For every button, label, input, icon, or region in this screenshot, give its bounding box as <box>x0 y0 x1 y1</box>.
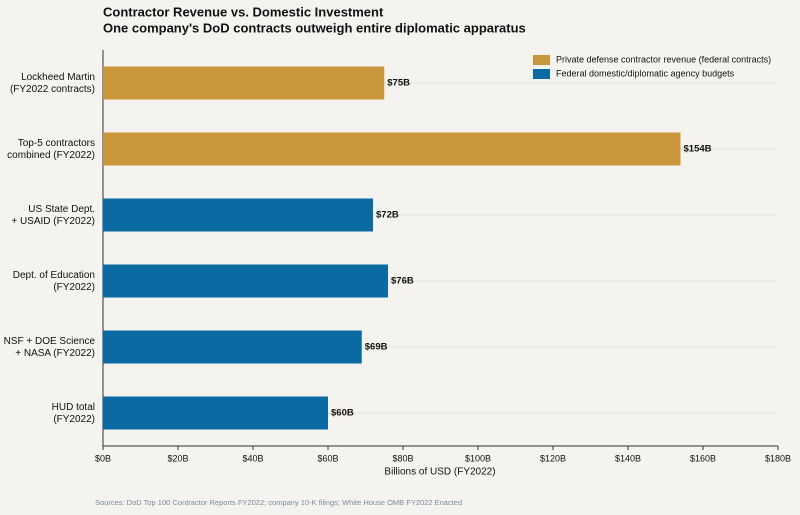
x-tick-label: $100B <box>465 453 491 463</box>
bar-value-label: $69B <box>365 342 388 353</box>
x-tick-label: $120B <box>540 453 566 463</box>
legend-label: Federal domestic/diplomatic agency budge… <box>556 68 735 78</box>
bar-value-label: $76B <box>391 276 414 287</box>
bar-value-label: $72B <box>376 210 399 221</box>
y-tick-label: NSF + DOE Science + NASA (FY2022) <box>4 336 96 359</box>
bar-value-label: $75B <box>387 78 410 89</box>
x-axis-label: Billions of USD (FY2022) <box>384 467 495 478</box>
y-tick-label-line: + USAID (FY2022) <box>11 216 95 227</box>
legend-swatch <box>533 55 550 65</box>
x-tick-label: $80B <box>392 453 413 463</box>
y-tick-label-line: + NASA (FY2022) <box>15 348 95 359</box>
y-tick-label-line: US State Dept. <box>28 204 95 215</box>
y-tick-label-line: NSF + DOE Science <box>4 336 96 347</box>
bar-value-label: $154B <box>684 144 712 155</box>
x-tick-label: $0B <box>95 453 111 463</box>
y-tick-label-line: Lockheed Martin <box>21 72 95 83</box>
y-tick-label-line: (FY2022 contracts) <box>10 84 95 95</box>
y-tick-label: Top-5 contractors combined (FY2022) <box>7 138 95 161</box>
bar <box>103 330 362 364</box>
y-tick-label-line: HUD total <box>52 402 95 413</box>
y-tick-label: HUD total (FY2022) <box>52 402 95 425</box>
x-tick-label: $60B <box>317 453 338 463</box>
y-tick-label-line: combined (FY2022) <box>7 150 95 161</box>
chart-subtitle: One company's DoD contracts outweigh ent… <box>103 20 526 35</box>
bar <box>103 132 681 166</box>
bar <box>103 264 388 298</box>
y-tick-label-line: (FY2022) <box>53 414 95 425</box>
x-tick-label: $180B <box>765 453 791 463</box>
bar <box>103 66 385 100</box>
source-note: Sources: DoD Top 100 Contractor Reports … <box>95 498 462 507</box>
bar <box>103 198 373 232</box>
bar-value-label: $60B <box>331 408 354 419</box>
y-tick-label: Lockheed Martin (FY2022 contracts) <box>10 72 95 95</box>
y-tick-label: US State Dept. + USAID (FY2022) <box>11 204 95 227</box>
legend-label: Private defense contractor revenue (fede… <box>556 54 771 64</box>
chart-title: Contractor Revenue vs. Domestic Investme… <box>103 4 384 19</box>
x-tick-label: $20B <box>167 453 188 463</box>
y-tick-label-line: (FY2022) <box>53 282 95 293</box>
x-tick-label: $160B <box>690 453 716 463</box>
y-tick-label-line: Top-5 contractors <box>18 138 95 149</box>
y-tick-label: Dept. of Education (FY2022) <box>13 270 95 293</box>
legend-swatch <box>533 69 550 79</box>
x-tick-label: $140B <box>615 453 641 463</box>
bar <box>103 396 328 430</box>
y-tick-label-line: Dept. of Education <box>13 270 95 281</box>
x-tick-label: $40B <box>242 453 263 463</box>
